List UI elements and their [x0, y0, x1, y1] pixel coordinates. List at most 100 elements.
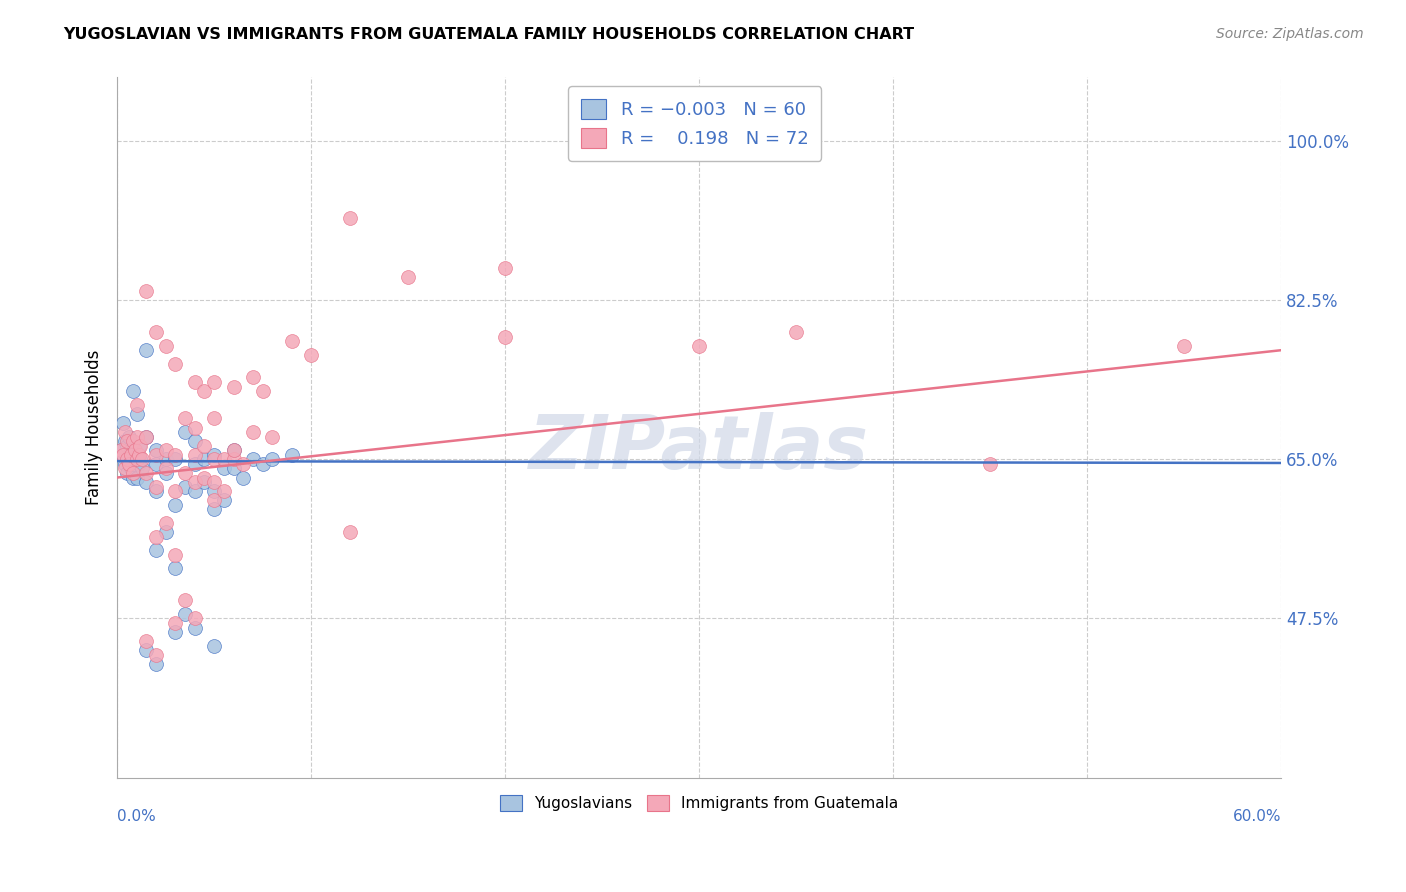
Point	[202, 411, 225, 425]
Point	[174, 480, 197, 494]
Point	[184, 611, 207, 625]
Text: 0.0%: 0.0%	[117, 809, 156, 824]
Point	[121, 470, 143, 484]
Y-axis label: Family Households: Family Households	[86, 350, 103, 505]
Point	[125, 452, 148, 467]
Point	[174, 593, 197, 607]
Point	[114, 425, 136, 439]
Point	[785, 325, 807, 339]
Point	[120, 461, 142, 475]
Point	[193, 470, 215, 484]
Point	[135, 429, 157, 443]
Point	[135, 475, 157, 489]
Point	[232, 470, 254, 484]
Point	[135, 643, 157, 657]
Point	[155, 524, 177, 539]
Point	[125, 448, 148, 462]
Point	[121, 448, 143, 462]
Point	[110, 443, 132, 458]
Point	[165, 548, 187, 562]
Point	[135, 429, 157, 443]
Point	[114, 461, 136, 475]
Point	[145, 443, 167, 458]
Point	[110, 443, 132, 458]
Point	[339, 524, 361, 539]
Point	[252, 457, 274, 471]
Point	[222, 461, 245, 475]
Point	[128, 448, 150, 462]
Point	[128, 457, 150, 471]
Point	[222, 452, 245, 467]
Text: Source: ZipAtlas.com: Source: ZipAtlas.com	[1216, 27, 1364, 41]
Point	[222, 443, 245, 458]
Point	[688, 339, 710, 353]
Point	[202, 493, 225, 508]
Point	[145, 480, 167, 494]
Point	[252, 384, 274, 398]
Point	[128, 439, 150, 453]
Point	[125, 398, 148, 412]
Point	[202, 639, 225, 653]
Point	[212, 493, 235, 508]
Point	[129, 439, 152, 453]
Point	[121, 466, 143, 480]
Point	[193, 439, 215, 453]
Point	[111, 448, 134, 462]
Point	[242, 370, 264, 384]
Point	[135, 284, 157, 298]
Point	[114, 457, 136, 471]
Point	[184, 457, 207, 471]
Point	[165, 625, 187, 640]
Point	[979, 457, 1001, 471]
Point	[155, 339, 177, 353]
Point	[118, 429, 141, 443]
Point	[202, 484, 225, 499]
Point	[121, 434, 143, 449]
Point	[120, 443, 142, 458]
Point	[165, 484, 187, 499]
Point	[111, 416, 134, 430]
Point	[202, 502, 225, 516]
Point	[145, 448, 167, 462]
Text: 60.0%: 60.0%	[1233, 809, 1281, 824]
Point	[135, 634, 157, 648]
Text: YUGOSLAVIAN VS IMMIGRANTS FROM GUATEMALA FAMILY HOUSEHOLDS CORRELATION CHART: YUGOSLAVIAN VS IMMIGRANTS FROM GUATEMALA…	[63, 27, 914, 42]
Point	[222, 379, 245, 393]
Point	[145, 530, 167, 544]
Point	[174, 466, 197, 480]
Point	[165, 561, 187, 575]
Point	[184, 484, 207, 499]
Point	[125, 407, 148, 421]
Point	[118, 457, 141, 471]
Point	[184, 621, 207, 635]
Point	[115, 466, 138, 480]
Point	[145, 325, 167, 339]
Point	[184, 434, 207, 449]
Point	[193, 384, 215, 398]
Point	[121, 384, 143, 398]
Point	[114, 434, 136, 449]
Point	[262, 429, 284, 443]
Point	[1173, 339, 1195, 353]
Point	[396, 270, 419, 285]
Point	[174, 411, 197, 425]
Point	[135, 343, 157, 358]
Legend: Yugoslavians, Immigrants from Guatemala: Yugoslavians, Immigrants from Guatemala	[492, 787, 905, 819]
Point	[155, 443, 177, 458]
Point	[202, 448, 225, 462]
Point	[125, 470, 148, 484]
Point	[184, 375, 207, 389]
Point	[494, 261, 516, 276]
Point	[135, 466, 157, 480]
Point	[339, 211, 361, 226]
Point	[184, 475, 207, 489]
Point	[165, 452, 187, 467]
Point	[193, 452, 215, 467]
Point	[165, 448, 187, 462]
Point	[202, 475, 225, 489]
Point	[202, 375, 225, 389]
Point	[145, 543, 167, 558]
Point	[155, 466, 177, 480]
Point	[184, 420, 207, 434]
Point	[212, 461, 235, 475]
